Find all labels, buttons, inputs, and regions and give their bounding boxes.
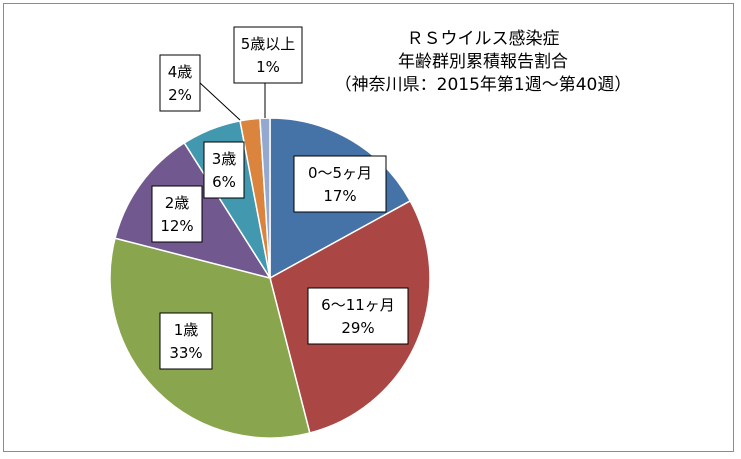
data-label-box xyxy=(159,54,201,112)
data-label-box xyxy=(151,185,203,243)
data-label-box xyxy=(307,287,409,345)
data-label-box xyxy=(293,155,387,213)
data-label-percent: 1% xyxy=(256,58,280,76)
data-label-box xyxy=(203,141,245,199)
data-label: 6～11ヶ月 29% xyxy=(307,287,409,345)
title-line-3: （神奈川県：2015年第1週～第40週） xyxy=(334,75,632,95)
data-label-percent: 17% xyxy=(323,187,356,205)
data-label-box xyxy=(159,312,213,370)
data-label-percent: 29% xyxy=(341,319,374,337)
data-label-category: 0～5ヶ月 xyxy=(308,164,372,182)
title-line-2: 年齢群別累積報告割合 xyxy=(398,52,568,72)
data-label-percent: 33% xyxy=(169,344,202,362)
leader-line xyxy=(198,81,241,121)
data-label-category: 3歳 xyxy=(212,150,237,168)
title-line-1: ＲＳウイルス感染症 xyxy=(406,29,560,49)
data-label-category: 2歳 xyxy=(165,194,190,212)
data-label-percent: 12% xyxy=(160,217,193,235)
data-label-percent: 6% xyxy=(212,173,236,191)
data-label: 5歳以上 1% xyxy=(233,26,303,84)
data-label: 0～5ヶ月 17% xyxy=(293,155,387,213)
data-label-box xyxy=(233,26,303,84)
data-label: 3歳6% xyxy=(203,141,245,199)
data-label-percent: 2% xyxy=(168,86,192,104)
data-label: 4歳2% xyxy=(159,54,201,112)
data-label-category: 1歳 xyxy=(174,321,199,339)
pie-slice xyxy=(259,117,271,279)
data-label-category: 4歳 xyxy=(168,63,193,81)
data-label-category: 5歳以上 xyxy=(241,35,296,53)
chart-title: ＲＳウイルス感染症 年齢群別累積報告割合 （神奈川県：2015年第1週～第40週… xyxy=(318,28,648,97)
data-label-category: 6～11ヶ月 xyxy=(321,296,395,314)
